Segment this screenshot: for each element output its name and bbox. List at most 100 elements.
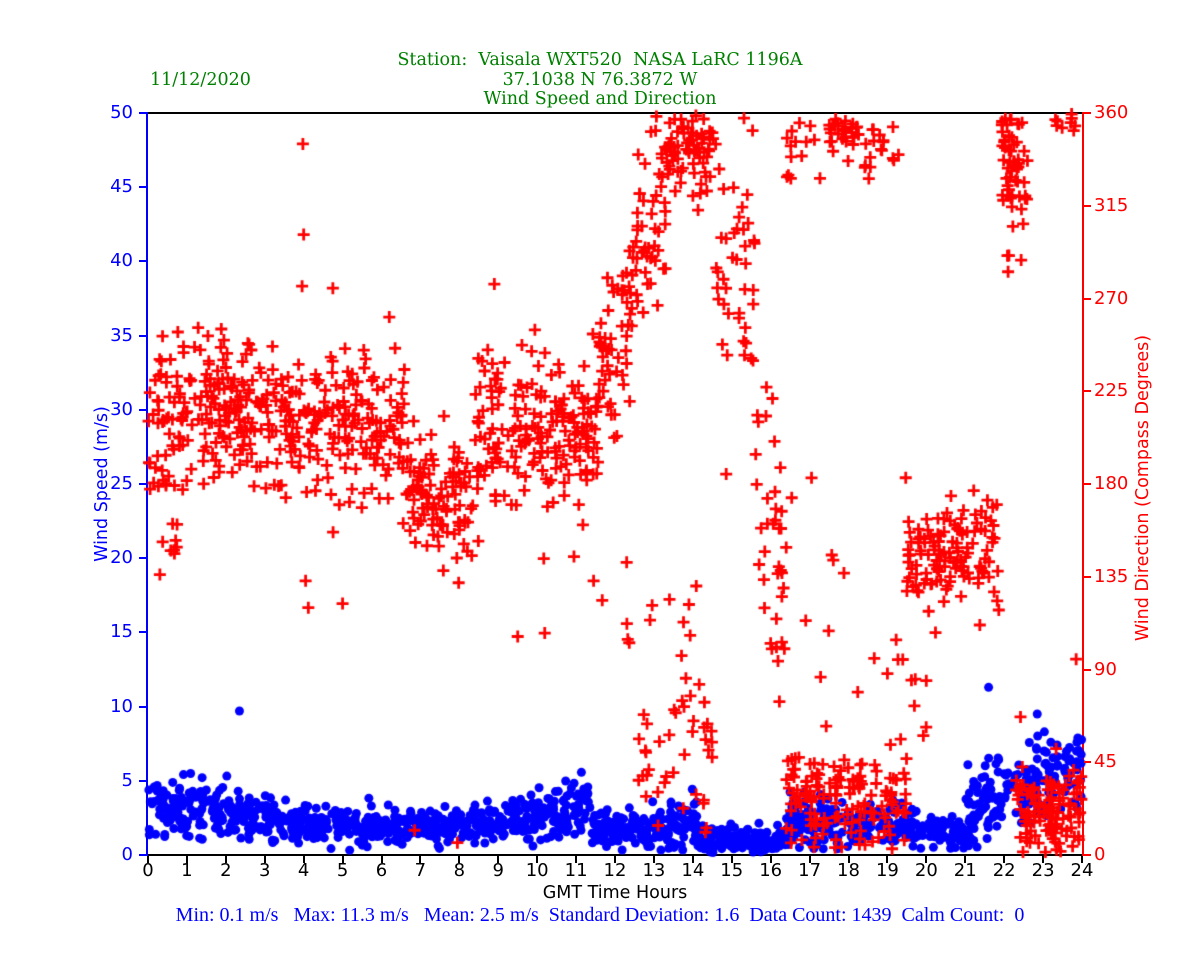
x-tick-label: 21	[953, 860, 977, 881]
y-right-tick-label: 0	[1094, 844, 1106, 865]
y-right-tick	[1084, 854, 1091, 856]
y-left-tick	[139, 779, 146, 782]
x-tick-label: 9	[492, 860, 504, 881]
x-tick	[1042, 856, 1045, 863]
x-tick	[691, 856, 694, 863]
y-right-tick	[1084, 761, 1091, 764]
y-left-tick	[139, 557, 146, 560]
y-right-tick-label: 360	[1094, 102, 1129, 123]
x-tick	[341, 856, 344, 863]
x-tick	[497, 856, 500, 863]
x-tick	[1081, 856, 1083, 863]
y-left-tick	[139, 631, 146, 634]
plot-title: Wind Speed and Direction	[483, 89, 717, 109]
station-title: Station: Vaisala WXT520 NASA LaRC 1196A	[397, 50, 803, 70]
x-tick-label: 11	[564, 860, 588, 881]
x-tick-label: 3	[259, 860, 271, 881]
y-left-tick	[139, 260, 146, 263]
x-tick	[886, 856, 889, 863]
x-tick	[730, 856, 733, 863]
y-right-tick-label: 315	[1094, 194, 1129, 216]
x-tick	[614, 856, 616, 863]
x-tick-label: 17	[798, 860, 822, 881]
x-tick	[808, 856, 811, 863]
y-right-tick	[1084, 390, 1091, 393]
y-left-tick-label: 20	[110, 547, 133, 569]
y-left-tick-label: 15	[110, 621, 133, 643]
x-tick-label: 1	[181, 860, 193, 881]
y-left-tick	[139, 334, 146, 337]
x-tick	[458, 856, 461, 863]
y-left-tick	[139, 186, 146, 189]
y-right-tick-label: 225	[1094, 380, 1129, 402]
x-tick	[964, 856, 967, 863]
x-tick-label: 2	[220, 860, 232, 881]
x-tick-label: 7	[414, 860, 427, 881]
y-right-tick-label: 270	[1094, 287, 1129, 309]
y-left-tick-label: 40	[110, 250, 133, 272]
x-tick-label: 0	[142, 860, 154, 881]
stats-line: Min: 0.1 m/s Max: 11.3 m/s Mean: 2.5 m/s…	[175, 904, 1025, 926]
x-tick	[925, 856, 928, 863]
date-label: 11/12/2020	[150, 70, 251, 90]
x-tick-label: 10	[525, 860, 549, 881]
y-right-tick-label: 180	[1094, 473, 1129, 494]
x-tick-label: 24	[1070, 860, 1094, 881]
x-axis-label: GMT Time Hours	[542, 883, 688, 903]
y-left-tick-label: 0	[121, 844, 133, 865]
x-tick	[302, 856, 305, 863]
x-tick-label: 16	[759, 860, 783, 881]
y-left-tick	[139, 408, 146, 411]
x-tick	[769, 856, 772, 863]
y-right-tick	[1084, 204, 1091, 207]
x-tick	[147, 856, 149, 863]
y-right-tick-label: 90	[1094, 658, 1117, 680]
x-tick-label: 4	[297, 860, 310, 881]
x-tick	[536, 856, 539, 863]
y-right-tick	[1084, 483, 1091, 485]
y-axis-right-label: Wind Direction (Compass Degrees)	[1133, 334, 1153, 642]
y-axis-left-label: Wind Speed (m/s)	[92, 406, 112, 562]
x-tick	[224, 856, 227, 863]
y-left-tick	[139, 112, 146, 114]
y-right-tick	[1084, 297, 1091, 300]
y-right-tick	[1084, 575, 1091, 578]
x-tick	[575, 856, 578, 863]
x-tick-label: 15	[720, 860, 744, 881]
chart-header: Station: Vaisala WXT520 NASA LaRC 1196A …	[0, 50, 1200, 110]
x-tick-label: 19	[875, 860, 899, 881]
x-tick	[1003, 856, 1006, 863]
y-left-tick-label: 5	[121, 769, 133, 791]
y-right-tick	[1084, 112, 1091, 114]
x-tick	[652, 856, 655, 863]
y-left-tick-label: 50	[110, 102, 133, 123]
y-right-tick	[1084, 668, 1091, 671]
y-left-tick-label: 10	[110, 695, 133, 717]
x-tick-label: 12	[603, 860, 627, 881]
y-left-tick	[139, 483, 146, 485]
y-right-tick-label: 135	[1094, 565, 1129, 587]
y-left-tick	[139, 705, 146, 708]
x-tick-label: 5	[336, 860, 349, 881]
x-tick	[847, 856, 850, 863]
x-tick-label: 14	[681, 860, 705, 881]
x-tick-label: 18	[837, 860, 860, 881]
location-title: 37.1038 N 76.3872 W	[502, 69, 698, 90]
y-left-tick	[139, 854, 146, 856]
x-tick	[380, 856, 383, 863]
x-tick-label: 6	[375, 860, 388, 881]
x-tick	[263, 856, 266, 863]
x-tick	[419, 856, 422, 863]
y-left-tick-label: 30	[110, 398, 133, 420]
y-left-tick-label: 25	[110, 473, 133, 494]
x-tick-label: 23	[1031, 860, 1055, 881]
y-left-tick-label: 45	[110, 176, 133, 198]
x-tick-label: 20	[914, 860, 938, 881]
x-tick-label: 22	[992, 860, 1016, 881]
scatter-canvas	[140, 105, 1090, 863]
x-tick-label: 13	[642, 860, 666, 881]
x-tick	[185, 856, 188, 863]
y-left-tick-label: 35	[110, 324, 133, 346]
x-tick-label: 8	[453, 860, 466, 881]
